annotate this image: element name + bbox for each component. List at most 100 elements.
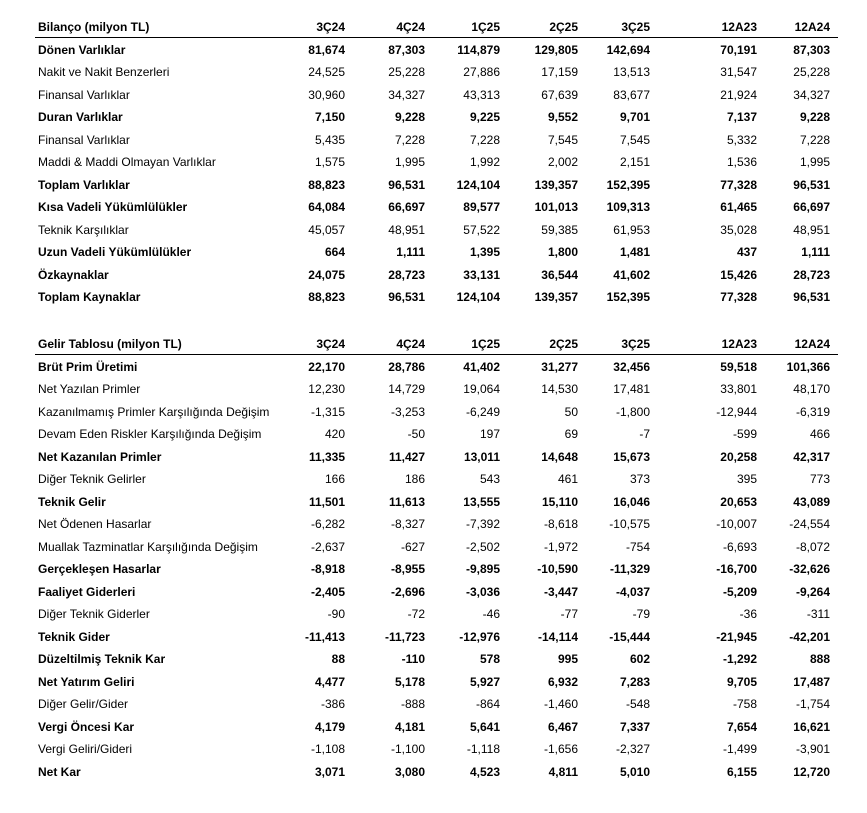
cell-value: 773 [809,472,830,486]
row-label: Diğer Gelir/Gider [38,697,129,711]
cell-value: -12,976 [459,629,500,644]
cell-value: -9,264 [795,584,830,599]
cell-value: 88,823 [308,290,345,304]
table-row: Net Yatırım Geliri 4,477 5,178 5,927 6,932 7,… [0,671,867,693]
cell-value: 50 [564,404,578,419]
table-row: Faaliyet Giderleri -2,405 -2,696 -3,036 -3,4… [0,581,867,603]
table-row: Toplam Kaynaklar 88,823 96,531 124,104 139,3… [0,286,867,308]
cell-value: 11,613 [388,494,425,509]
cell-value: 61,953 [613,222,650,237]
cell-value: -11,329 [609,562,650,576]
cell-value: 1,536 [726,155,757,169]
cell-value: 88,823 [308,177,345,192]
header-label: Gelir Tablosu (milyon TL) [38,337,182,351]
cell-value: 61,465 [720,200,757,214]
table-row: Vergi Öncesi Kar 4,179 4,181 5,641 6,467 7,33… [0,716,867,738]
row-label: Devam Eden Riskler Karşılığında Değişim [38,427,262,441]
row-label: Finansal Varlıklar [38,87,130,102]
cell-value: 42,317 [793,449,830,464]
cell-value: 17,487 [793,674,830,689]
cell-value: -72 [407,607,425,621]
cell-value: 12,720 [793,764,830,779]
cell-value: 543 [479,472,500,486]
cell-value: 186 [404,472,425,486]
cell-value: -6,319 [795,404,830,419]
table-row: Brüt Prim Üretimi 22,170 28,786 41,402 31,27… [0,356,867,378]
cell-value: 395 [736,472,757,486]
row-label: Diğer Teknik Giderler [38,607,150,621]
cell-value: 5,010 [619,764,650,779]
row-label: Vergi Geliri/Gideri [38,742,133,756]
cell-value: 1,575 [314,155,345,169]
cell-value: -11,723 [384,629,425,644]
cell-value: 4,523 [469,764,500,779]
cell-value: -10,007 [716,517,757,531]
cell-value: 3,080 [394,764,425,779]
table-row: Diğer Teknik Gelirler 166 186 543 461 373 395 7… [0,468,867,490]
cell-value: 15,426 [720,267,757,282]
cell-value: 1,995 [799,155,830,169]
table-row: Vergi Geliri/Gideri -1,108 -1,100 -1,118 -1,… [0,738,867,760]
cell-value: 35,028 [720,222,757,237]
table-row: Diğer Gelir/Gider -386 -888 -864 -1,460 -548 -… [0,693,867,715]
cell-value: 5,332 [726,132,757,147]
table-row: Özkaynaklar 24,075 28,723 33,131 36,544 41,60… [0,264,867,286]
row-label: Teknik Gider [38,629,110,644]
cell-value: 124,104 [456,177,500,192]
table-row: Gerçekleşen Hasarlar -8,918 -8,955 -9,895 -1… [0,558,867,580]
cell-value: -1,499 [722,742,757,756]
row-label: Maddi & Maddi Olmayan Varlıklar [38,155,216,169]
cell-value: 15,110 [541,494,578,509]
cell-value: 11,427 [388,449,425,464]
header-rule [35,354,838,355]
table-row: Net Yazılan Primler 12,230 14,729 19,064 14,… [0,378,867,400]
table-row: Devam Eden Riskler Karşılığında Değişim 4… [0,423,867,445]
cell-value: -758 [732,697,757,711]
cell-value: 66,697 [388,200,425,214]
column-header: 12A24 [794,20,830,34]
cell-value: 77,328 [720,290,757,304]
cell-value: 6,932 [547,674,578,689]
cell-value: -46 [482,607,500,621]
cell-value: 5,641 [469,719,500,734]
cell-value: 33,131 [463,267,500,282]
row-label: Toplam Kaynaklar [38,290,141,304]
cell-value: 11,501 [308,494,345,509]
cell-value: 139,357 [534,290,578,304]
table-row: Kısa Vadeli Yükümlülükler 64,084 66,697 89,… [0,196,867,218]
cell-value: 87,303 [388,42,425,57]
cell-value: 124,104 [456,290,500,304]
cell-value: -79 [632,607,650,621]
cell-value: 101,013 [534,200,578,214]
cell-value: 45,057 [308,222,345,237]
table-row: Net Kazanılan Primler 11,335 11,427 13,011 1… [0,446,867,468]
cell-value: -754 [625,539,650,554]
cell-value: 9,705 [726,674,757,689]
cell-value: 96,531 [793,177,830,192]
cell-value: 1,800 [547,245,578,259]
column-header: 2Ç25 [549,337,578,351]
cell-value: -2,502 [465,539,500,554]
cell-value: 21,924 [720,87,757,102]
cell-value: 96,531 [388,290,425,304]
row-label: Teknik Karşılıklar [38,222,129,237]
cell-value: 2,002 [547,155,578,169]
cell-value: 14,648 [541,449,578,464]
cell-value: 13,011 [463,449,500,464]
cell-value: -6,282 [310,517,345,531]
column-header: 3Ç25 [621,337,650,351]
cell-value: 4,181 [394,719,425,734]
table-row: Maddi & Maddi Olmayan Varlıklar 1,575 1,99… [0,151,867,173]
cell-value: 59,385 [541,222,578,237]
table-row: Teknik Gelir 11,501 11,613 13,555 15,110 16,0… [0,491,867,513]
cell-value: -1,108 [310,742,345,756]
cell-value: -2,696 [390,584,425,599]
cell-value: -10,575 [609,517,650,531]
cell-value: 96,531 [388,177,425,192]
cell-value: 11,335 [308,449,345,464]
cell-value: 70,191 [720,42,757,57]
cell-value: 1,481 [619,245,650,259]
cell-value: -32,626 [789,562,830,576]
column-header: 1Ç25 [471,337,500,351]
